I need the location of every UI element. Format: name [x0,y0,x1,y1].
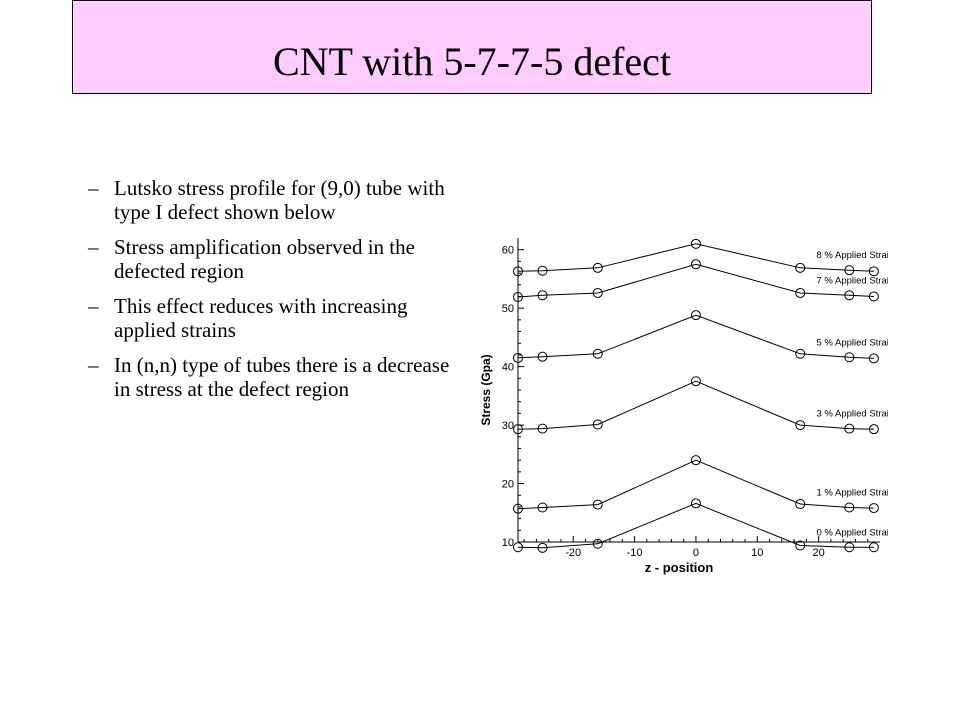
y-tick-label: 20 [502,479,514,491]
data-point [592,287,603,298]
data-point [868,503,879,514]
series-label: 8 % Applied Strain [817,250,888,261]
bullet-item: – Lutsko stress profile for (9,0) tube w… [88,176,468,224]
data-point [844,542,855,553]
data-point [592,538,603,549]
data-point [868,424,879,435]
bullet-dash: – [88,235,99,259]
y-axis-label: Stress (Gpa) [479,354,493,425]
data-point [868,353,879,364]
bullet-dash: – [88,353,99,377]
bullet-text: This effect reduces with increasing appl… [114,294,408,342]
data-point [868,542,879,553]
bullet-text: Lutsko stress profile for (9,0) tube wit… [114,176,445,224]
series-line [517,314,874,359]
data-point [844,423,855,434]
data-point [513,542,523,553]
x-tick-label: -10 [627,547,643,559]
data-point [795,420,806,431]
series-label: 1 % Applied Strain [817,488,888,499]
title-box: CNT with 5-7-7-5 defect [72,0,872,94]
data-point [592,499,603,510]
bullet-text: In (n,n) type of tubes there is a decrea… [114,353,450,401]
bullet-item: – Stress amplification observed in the d… [88,235,468,283]
y-tick-label: 10 [502,537,514,549]
y-tick-label: 50 [502,303,514,315]
x-tick-label: 20 [813,547,825,559]
data-point [537,542,548,553]
series-line [517,459,874,510]
data-point [868,291,879,302]
data-point [537,502,548,513]
data-point [795,262,806,273]
data-point [690,498,701,509]
data-point [795,540,806,551]
data-point [537,423,548,434]
data-point [844,290,855,301]
data-point [513,352,523,363]
data-point [690,259,701,270]
data-point [537,265,548,276]
stress-chart: 10 20 30 40 50 60 -20 -10 0 10 20 z - position Stres… [468,230,894,580]
data-point [513,503,523,514]
data-point [868,266,879,277]
bullet-text: Stress amplification observed in the def… [114,235,415,283]
series-label: 3 % Applied Strain [817,409,888,420]
bullet-item: – In (n,n) type of tubes there is a decr… [88,353,468,401]
series-line [517,502,874,549]
data-point [513,266,523,277]
data-point [513,424,523,435]
x-tick-label: 0 [693,547,699,559]
data-point [690,376,701,387]
x-tick-label: 10 [751,547,763,559]
series-line [517,263,874,298]
series-label: 5 % Applied Strain [817,337,888,348]
data-point [844,502,855,513]
data-point [844,265,855,276]
data-point [690,238,701,249]
chart-svg: 10 20 30 40 50 60 -20 -10 0 10 20 z - position Stres… [479,238,894,575]
series-label: 7 % Applied Strain [817,275,888,286]
data-point [537,290,548,301]
y-tick-label: 40 [502,362,514,374]
series-label: 0 % Applied Strain [817,527,888,538]
data-point [795,499,806,509]
y-tick-label: 60 [502,245,514,257]
x-axis-label: z - position [645,560,714,575]
bullet-item: – This effect reduces with increasing ap… [88,294,468,342]
data-point [690,455,701,466]
data-point [592,419,603,430]
data-point [844,352,855,363]
series-line [517,243,874,272]
data-point [795,348,806,359]
data-point [592,262,603,273]
bullet-dash: – [88,176,99,200]
x-tick-label: -20 [565,547,581,559]
data-point [513,292,523,303]
bullet-list: – Lutsko stress profile for (9,0) tube w… [88,176,468,412]
data-point [795,287,806,298]
bullet-dash: – [88,294,99,318]
data-point [690,310,701,321]
y-tick-label: 30 [502,420,514,432]
slide-title: CNT with 5-7-7-5 defect [272,38,672,84]
data-point [592,348,603,359]
data-point [537,351,548,362]
series-line [517,380,874,430]
